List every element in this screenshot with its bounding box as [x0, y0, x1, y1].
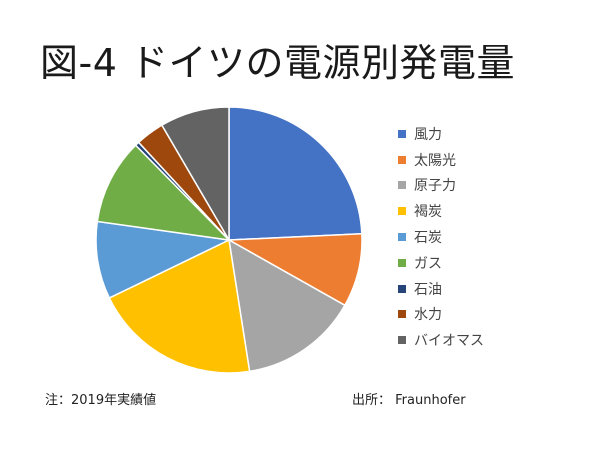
legend-swatch-3 [398, 207, 406, 216]
legend-swatch-6 [398, 284, 406, 293]
legend-label-0: 風力 [414, 126, 442, 143]
legend-swatch-8 [398, 336, 406, 345]
legend-label-7: 水力 [414, 307, 442, 324]
legend-swatch-5 [398, 258, 406, 267]
pie-slice-0 [228, 106, 363, 241]
legend-swatch-4 [398, 233, 406, 242]
legend-label-3: 褐炭 [414, 204, 442, 221]
legend-swatch-2 [398, 181, 406, 190]
pie-slice-5 [96, 144, 232, 242]
legend-label-8: バイオマス [414, 333, 484, 350]
legend-item-5: ガス [398, 250, 484, 276]
footnote: 注：2019年実績値 [45, 393, 157, 408]
legend-item-2: 原子力 [398, 173, 484, 199]
legend-item-7: 水力 [398, 302, 484, 328]
legend-swatch-7 [398, 310, 406, 319]
legend-label-2: 原子力 [414, 178, 456, 195]
legend-item-6: 石油 [398, 276, 484, 302]
legend-item-1: 太陽光 [398, 147, 484, 173]
legend-item-4: 石炭 [398, 224, 484, 250]
legend-swatch-1 [398, 155, 406, 164]
pie-slice-2 [228, 238, 346, 373]
pie-slice-8 [160, 106, 230, 243]
legend-label-6: 石油 [414, 281, 442, 298]
pie-slice-3 [108, 238, 251, 374]
legend-item-8: バイオマス [398, 327, 484, 353]
chart-title: 図-4 ドイツの電源別発電量 [40, 41, 515, 85]
legend-label-4: 石炭 [414, 230, 442, 247]
legend-label-1: 太陽光 [414, 152, 456, 169]
legend-item-0: 風力 [398, 121, 484, 147]
legend-item-3: 褐炭 [398, 198, 484, 224]
chart-legend: 風力太陽光原子力褐炭石炭ガス石油水力バイオマス [398, 121, 484, 353]
pie-slice-4 [95, 220, 232, 299]
legend-swatch-0 [398, 129, 406, 138]
source-note: 出所： Fraunhofer [352, 393, 466, 408]
legend-label-5: ガス [414, 255, 442, 272]
